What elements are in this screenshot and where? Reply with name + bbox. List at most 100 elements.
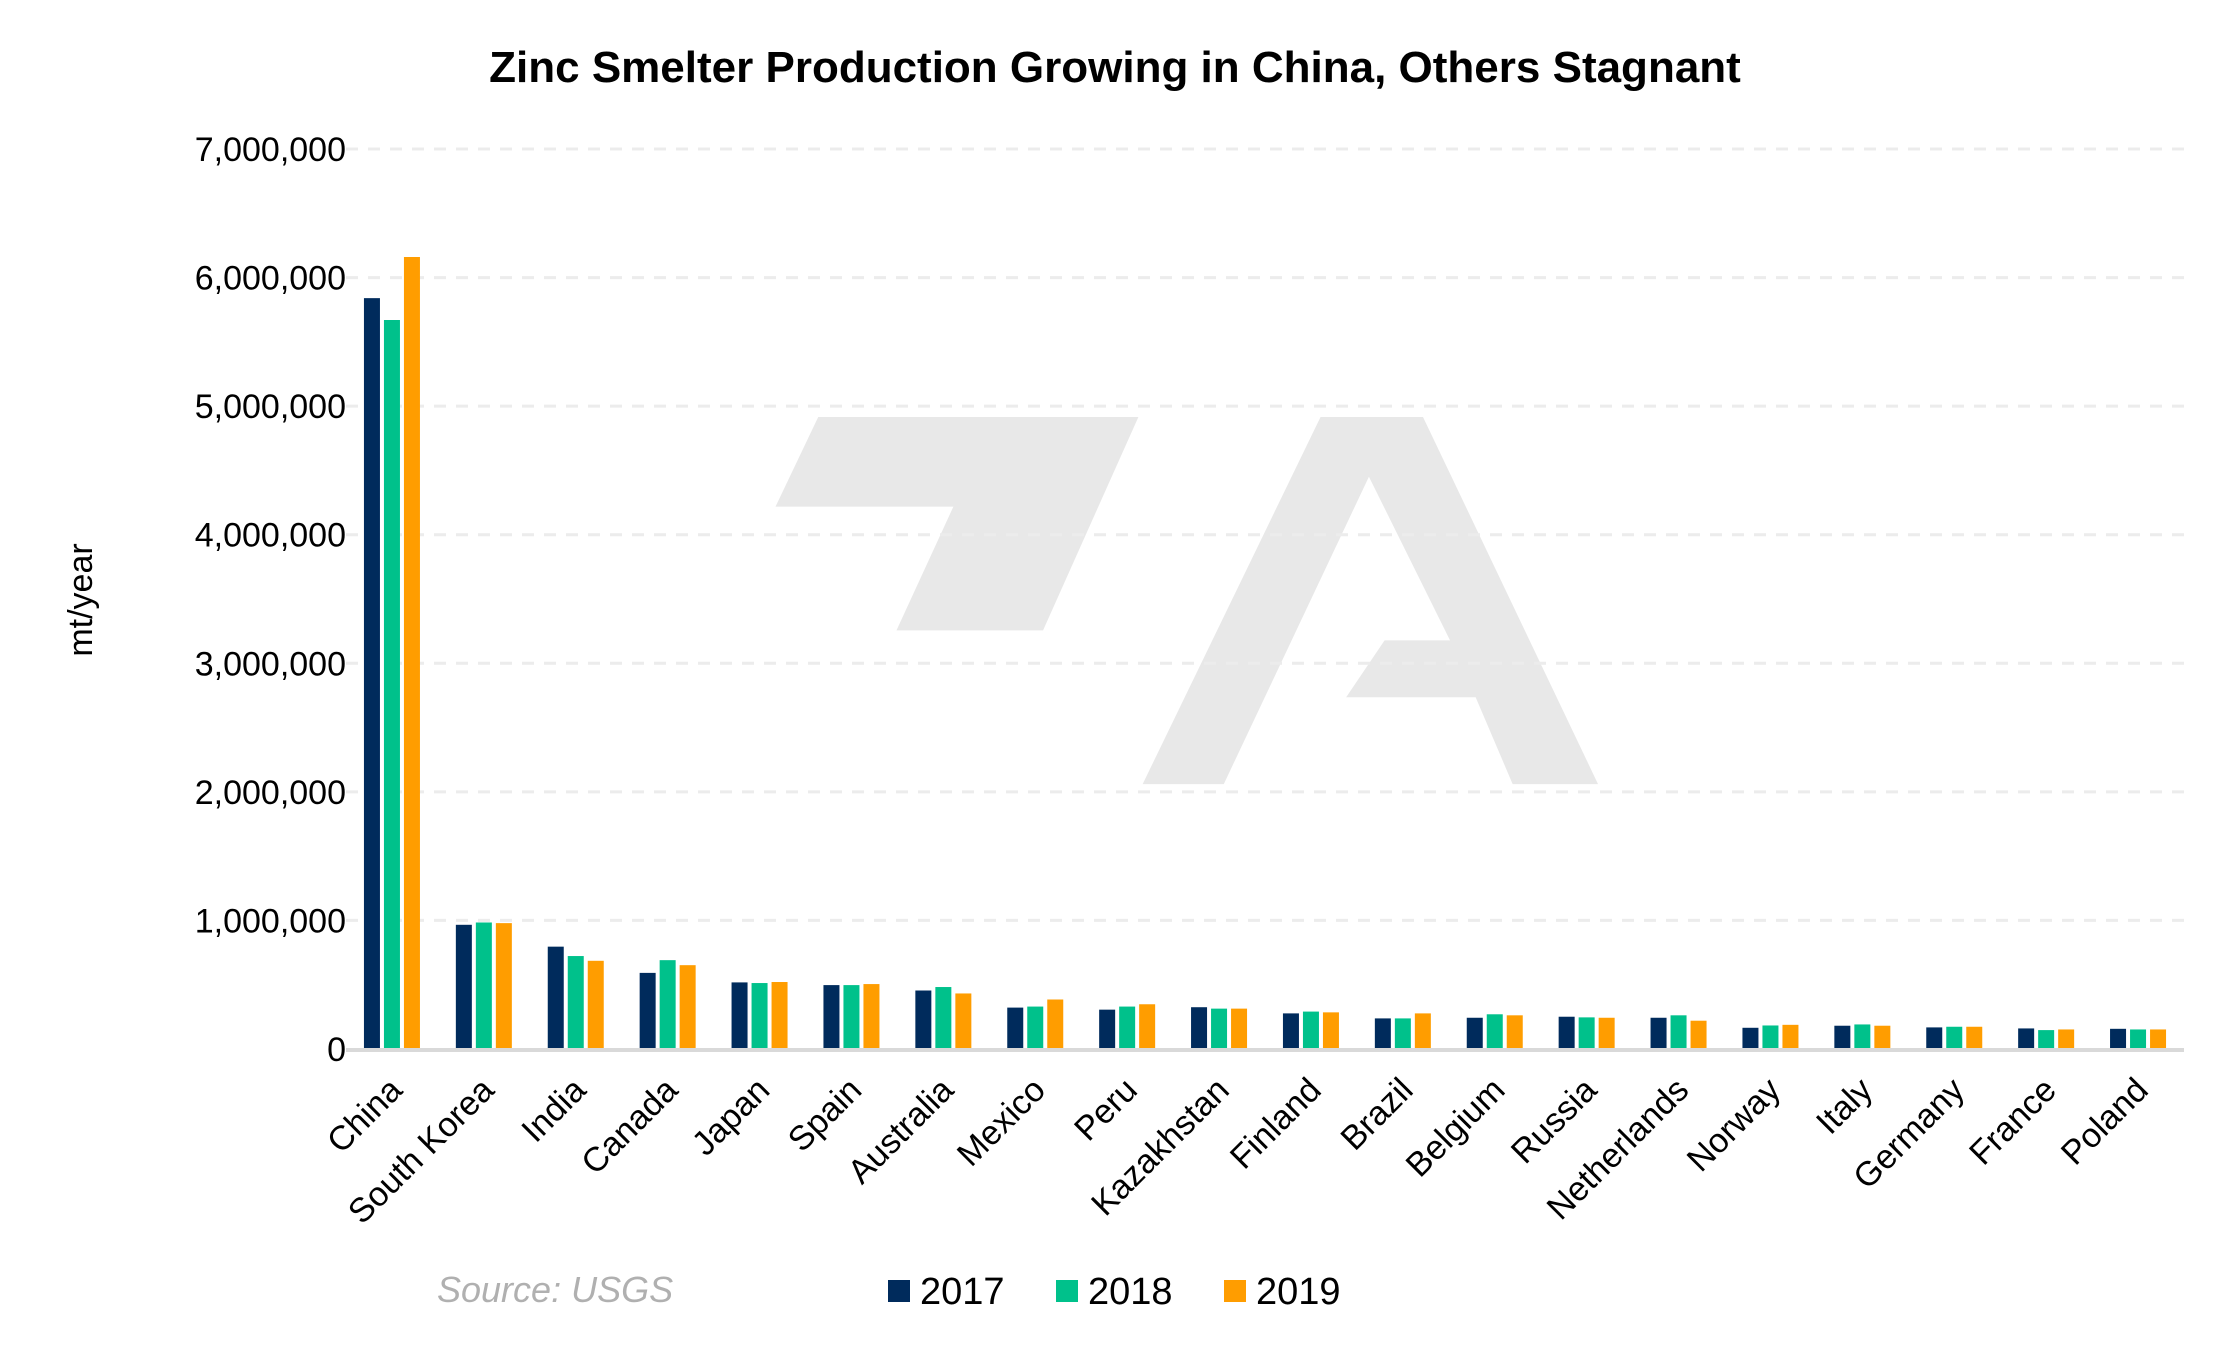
- bar-2017: [2110, 1028, 2127, 1049]
- x-tick-label: France: [1962, 1071, 2064, 1173]
- bar-2018: [567, 956, 584, 1049]
- bar-2017: [1099, 1009, 1116, 1049]
- legend-swatch: [1056, 1280, 1078, 1302]
- x-tick-label: Poland: [2054, 1071, 2156, 1173]
- y-tick-label: 1,000,000: [195, 902, 346, 940]
- bar-2017: [1742, 1027, 1759, 1049]
- bar-2018: [1027, 1006, 1044, 1049]
- bar-2017: [1650, 1017, 1667, 1049]
- bar-2019: [1414, 1013, 1431, 1049]
- bar-2019: [1506, 1015, 1523, 1049]
- bar-2017: [1282, 1013, 1299, 1049]
- legend-label: 2019: [1256, 1271, 1341, 1313]
- bar-2017: [1466, 1017, 1483, 1049]
- y-tick-label: 7,000,000: [195, 131, 346, 169]
- legend-swatch: [888, 1280, 910, 1302]
- y-tick-label: 6,000,000: [195, 260, 346, 298]
- x-tick-label: Norway: [1680, 1071, 1788, 1179]
- x-tick-label: Brazil: [1334, 1071, 1421, 1158]
- bar-2018: [1119, 1006, 1136, 1049]
- bar-2019: [863, 984, 880, 1049]
- bar-2018: [659, 960, 676, 1049]
- y-axis-ticks: 0 1,000,000 2,000,000 3,000,000 4,000,000 5,0…: [195, 131, 346, 1069]
- bar-2018: [1302, 1011, 1319, 1049]
- bar-2019: [679, 965, 696, 1049]
- x-tick-label: Canada: [574, 1071, 685, 1182]
- bar-2018: [1854, 1024, 1871, 1049]
- bar-2019: [1598, 1017, 1615, 1049]
- bar-2019: [2058, 1029, 2075, 1049]
- x-tick-label: China: [320, 1071, 410, 1161]
- bar-2018: [1670, 1015, 1687, 1049]
- bar-2017: [1926, 1027, 1943, 1049]
- bar-2017: [915, 990, 932, 1049]
- y-tick-label: 4,000,000: [195, 517, 346, 555]
- bar-2017: [823, 985, 840, 1049]
- watermark-logo: [775, 416, 1599, 785]
- x-tick-label: India: [514, 1071, 593, 1150]
- bar-2017: [2018, 1028, 2035, 1049]
- bars: [363, 257, 2167, 1050]
- bar-2017: [1834, 1025, 1851, 1049]
- y-tick-label: 5,000,000: [195, 388, 346, 426]
- bar-2019: [495, 923, 512, 1049]
- legend-item-2017: 2017: [888, 1271, 1005, 1313]
- bar-2018: [843, 985, 860, 1049]
- x-tick-label: Peru: [1067, 1071, 1145, 1149]
- bar-2019: [2150, 1029, 2167, 1049]
- bar-2018: [2038, 1030, 2055, 1049]
- bar-2019: [1874, 1025, 1891, 1049]
- bar-2018: [1394, 1018, 1411, 1049]
- bar-2018: [1486, 1014, 1503, 1049]
- y-tick-label: 2,000,000: [195, 774, 346, 812]
- bar-2017: [731, 982, 748, 1049]
- x-tick-label: Finland: [1223, 1071, 1329, 1177]
- bar-2017: [639, 972, 656, 1049]
- bar-2017: [455, 924, 472, 1049]
- bar-2019: [403, 257, 420, 1049]
- bar-2018: [1211, 1008, 1228, 1049]
- x-tick-label: Mexico: [950, 1071, 1053, 1174]
- legend-label: 2017: [920, 1271, 1005, 1313]
- legend: 2017 2018 2019: [888, 1271, 1341, 1313]
- bar-2018: [1762, 1025, 1779, 1049]
- bar-2018: [1946, 1026, 1963, 1049]
- bar-2018: [935, 987, 952, 1049]
- bar-2019: [1231, 1008, 1248, 1049]
- x-tick-label: Spain: [781, 1071, 869, 1159]
- bar-2017: [1007, 1007, 1024, 1049]
- source-note: Source: USGS: [437, 1269, 673, 1310]
- bar-2019: [1966, 1026, 1983, 1049]
- bar-2019: [1047, 999, 1064, 1049]
- bar-2018: [383, 320, 400, 1049]
- bar-2019: [1782, 1024, 1799, 1049]
- bar-2019: [771, 982, 788, 1049]
- bar-2018: [1578, 1017, 1595, 1049]
- bar-2019: [1690, 1020, 1707, 1049]
- bar-2017: [363, 298, 380, 1050]
- legend-item-2018: 2018: [1056, 1271, 1173, 1313]
- bar-2017: [547, 946, 564, 1049]
- x-tick-label: Italy: [1809, 1071, 1880, 1142]
- bar-2019: [955, 993, 972, 1049]
- bar-2018: [2130, 1029, 2147, 1049]
- chart-title: Zinc Smelter Production Growing in China…: [489, 43, 1741, 92]
- bar-2019: [1139, 1004, 1156, 1049]
- x-tick-label: Belgium: [1399, 1071, 1513, 1185]
- bar-2018: [751, 983, 768, 1049]
- legend-item-2019: 2019: [1224, 1271, 1341, 1313]
- y-tick-label: 0: [327, 1031, 346, 1069]
- bar-2017: [1558, 1016, 1575, 1049]
- bar-2017: [1191, 1007, 1208, 1049]
- legend-label: 2018: [1088, 1271, 1173, 1313]
- y-tick-label: 3,000,000: [195, 645, 346, 683]
- x-tick-label: Japan: [685, 1071, 777, 1163]
- bar-2019: [1322, 1012, 1339, 1049]
- legend-swatch: [1224, 1280, 1246, 1302]
- bar-2017: [1374, 1018, 1391, 1049]
- bar-2018: [475, 922, 492, 1049]
- y-axis-label: mt/year: [62, 543, 100, 656]
- bar-2019: [587, 960, 604, 1049]
